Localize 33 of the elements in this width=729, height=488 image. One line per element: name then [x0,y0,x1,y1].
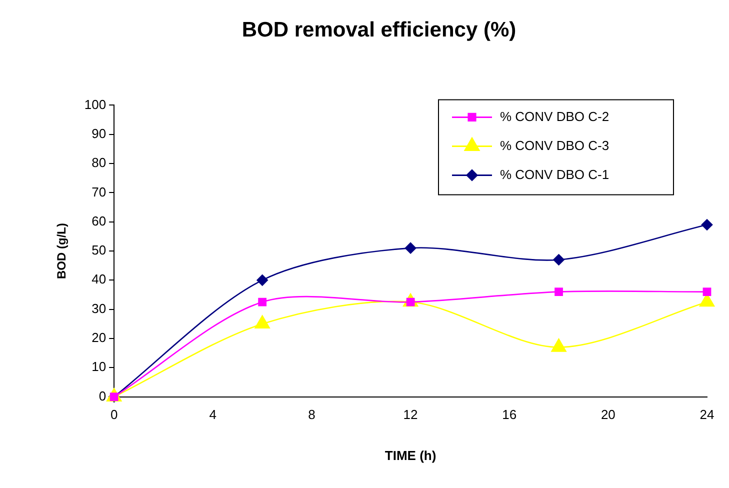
y-tick-label: 10 [92,359,106,374]
point [554,288,563,296]
x-tick-label: 0 [110,407,118,422]
point [404,242,416,254]
x-tick-label: 16 [502,407,517,422]
legend-label: % CONV DBO C-2 [500,108,610,124]
y-tick-label: 90 [92,126,106,141]
chart-title: BOD removal efficiency (%) [242,18,516,42]
point [551,338,566,352]
y-tick-label: 70 [92,184,106,200]
x-tick-label: 24 [700,407,714,422]
y-tick-label: 100 [84,96,106,112]
y-tick-label: 50 [92,242,106,258]
point [256,274,268,286]
y-tick-label: 0 [98,388,106,404]
y-tick-label: 40 [92,272,106,287]
point [553,254,564,266]
point [258,298,267,306]
point [702,288,712,296]
y-tick-label: 80 [92,155,106,170]
y-axis-title: BOD (g/L) [54,223,69,279]
y-tick-label: 20 [92,330,106,346]
x-axis-title: TIME (h) [384,448,436,463]
x-tick-label: 4 [209,407,217,422]
point [254,315,270,329]
point [701,219,713,230]
y-tick-label: 30 [92,300,106,316]
y-tick-label: 60 [92,213,106,228]
x-tick-label: 20 [600,407,616,422]
x-tick-label: 12 [403,407,418,422]
legend-label: % CONV DBO C-3 [500,138,610,153]
legend-label: % CONV DBO C-1 [500,166,610,182]
x-tick-label: 8 [308,407,316,422]
